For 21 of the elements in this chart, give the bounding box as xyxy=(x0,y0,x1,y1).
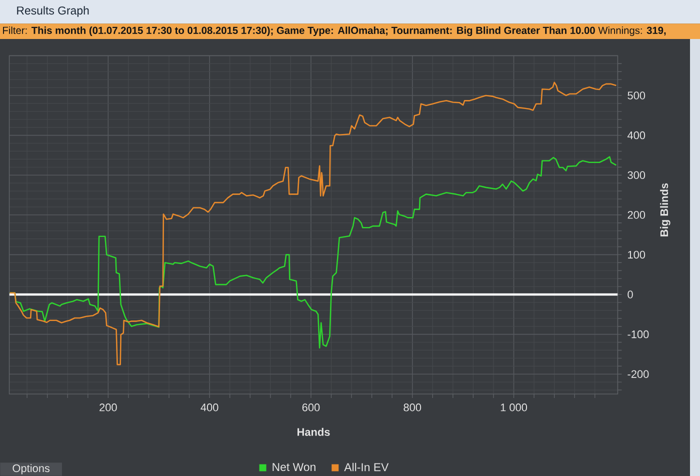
x-tick-label: 1 000 xyxy=(500,404,528,412)
x-tick-label: 600 xyxy=(302,404,320,412)
x-tick-label: 200 xyxy=(100,404,117,412)
y-tick-label: -200 xyxy=(628,370,649,378)
y-tick-label: 100 xyxy=(628,250,646,259)
chart-title: Results Graph xyxy=(17,6,89,17)
text: Options xyxy=(12,464,50,474)
y-tick-label: 500 xyxy=(628,92,646,100)
y-tick-label: -100 xyxy=(628,330,649,338)
x-axis-title: Hands xyxy=(297,428,330,436)
y-axis-title: Big Blinds xyxy=(660,183,670,236)
y-tick-label: 0 xyxy=(628,290,633,298)
line-series xyxy=(9,82,617,366)
legend-label: Net Won xyxy=(272,463,316,472)
legend-label: All-In EV xyxy=(344,462,389,472)
y-tick-label: 200 xyxy=(628,211,646,219)
y-tick-label: 400 xyxy=(627,131,646,140)
chart-subtitle: Filter: This month (01.07.2015 17:30 to 01.08.2015 17:30); Game Type: AllOmaha; Tournament: Big Blind Greater Than 10.00 Winnings: 319, xyxy=(3,26,666,36)
x-tick-label: 800 xyxy=(404,404,422,412)
x-tick-label: 400 xyxy=(200,404,218,412)
y-tick-label: 300 xyxy=(628,171,646,179)
